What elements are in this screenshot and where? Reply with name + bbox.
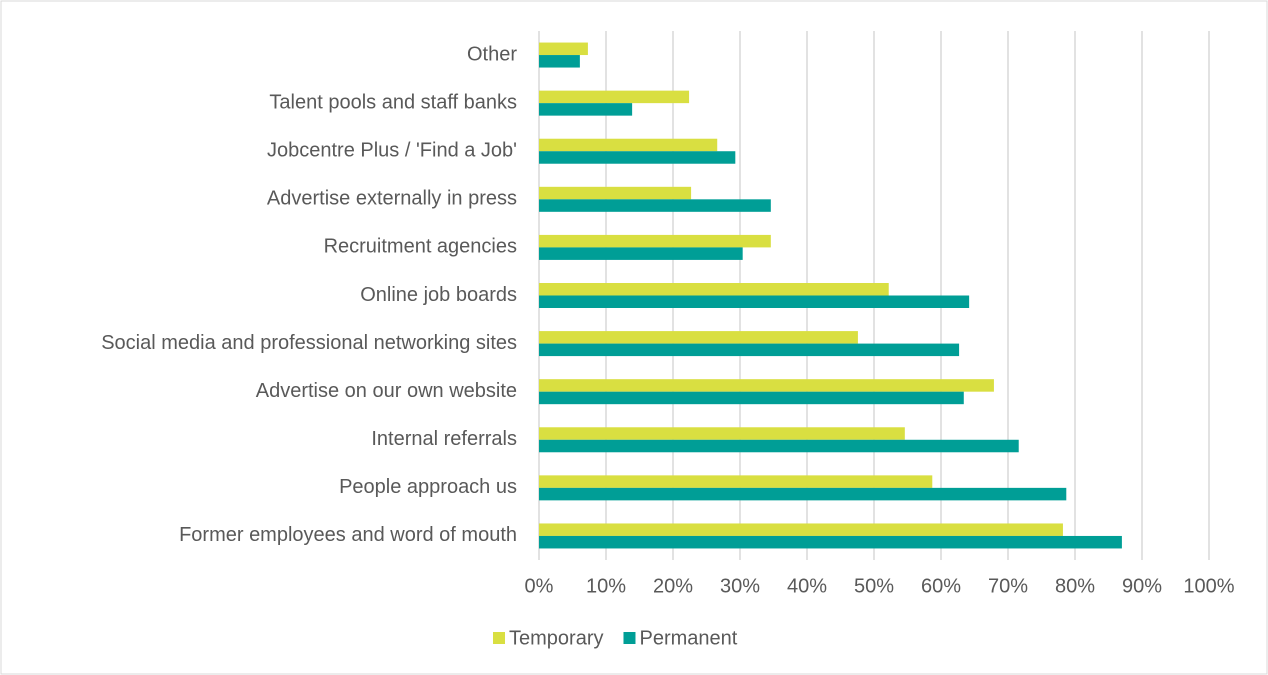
x-tick-label: 80%	[1055, 575, 1095, 597]
bar	[539, 487, 1067, 501]
y-tick-label: People approach us	[339, 476, 517, 498]
bar	[539, 535, 1122, 549]
x-tick-label: 20%	[653, 575, 693, 597]
bar	[539, 90, 690, 104]
legend-swatch	[493, 632, 505, 644]
y-tick-label: Advertise externally in press	[267, 188, 517, 210]
x-tick-label: 50%	[854, 575, 894, 597]
x-tick-label: 40%	[787, 575, 827, 597]
y-tick-label: Former employees and word of mouth	[179, 524, 517, 546]
bar	[539, 283, 889, 296]
bar	[539, 427, 905, 440]
y-tick-label: Social media and professional networking…	[101, 332, 517, 354]
y-tick-label: Recruitment agencies	[324, 236, 517, 258]
bar	[539, 475, 933, 488]
bar	[539, 55, 580, 68]
y-tick-label: Other	[467, 43, 517, 65]
bar	[539, 343, 960, 357]
bar	[539, 199, 771, 212]
legend-swatch	[623, 632, 636, 644]
y-tick-label: Online job boards	[360, 284, 517, 306]
bar	[539, 186, 692, 200]
x-tick-label: 100%	[1183, 575, 1234, 597]
x-tick-label: 90%	[1122, 575, 1162, 597]
x-tick-label: 0%	[525, 575, 554, 597]
bar	[539, 295, 970, 308]
bar	[539, 391, 964, 405]
legend-label: Temporary	[509, 627, 603, 649]
x-tick-label: 60%	[921, 575, 961, 597]
bar	[539, 103, 633, 116]
y-tick-label: Advertise on our own website	[256, 380, 517, 402]
bar	[539, 379, 994, 392]
legend-label: Permanent	[639, 627, 737, 649]
bar	[539, 439, 1019, 453]
y-tick-label: Jobcentre Plus / 'Find a Job'	[267, 140, 517, 162]
bar	[539, 234, 771, 248]
bar	[539, 42, 588, 56]
bar	[539, 247, 743, 260]
bar	[539, 331, 858, 344]
x-tick-label: 10%	[586, 575, 626, 597]
x-tick-label: 70%	[988, 575, 1028, 597]
bar	[539, 523, 1063, 536]
bar	[539, 151, 736, 164]
bar	[539, 138, 718, 152]
x-tick-label: 30%	[720, 575, 760, 597]
y-tick-label: Internal referrals	[371, 428, 517, 450]
y-tick-label: Talent pools and staff banks	[269, 91, 517, 113]
